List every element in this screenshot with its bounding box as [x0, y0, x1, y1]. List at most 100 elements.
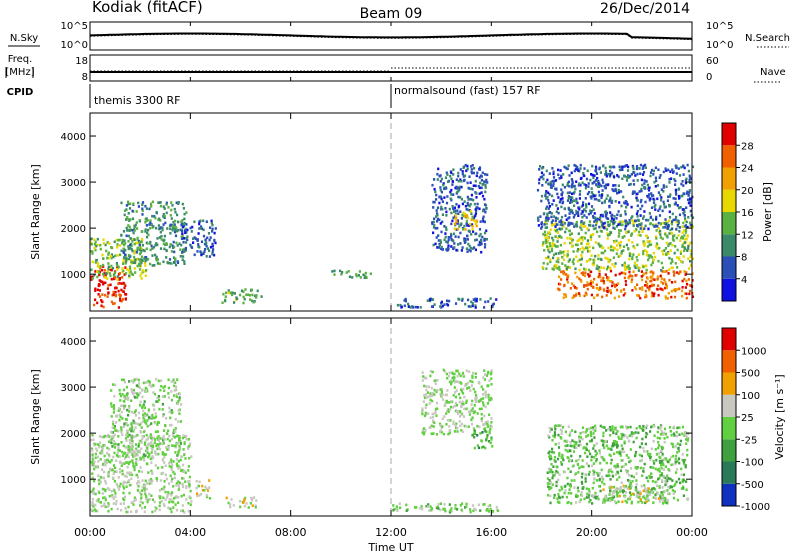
data-cell [470, 165, 473, 168]
data-cell [126, 431, 129, 435]
data-cell [156, 423, 159, 426]
data-cell [632, 222, 635, 226]
data-cell [178, 438, 181, 442]
data-cell [456, 426, 459, 430]
data-cell [448, 207, 451, 211]
data-cell [664, 167, 667, 170]
data-cell [638, 266, 641, 270]
nsky-tick-bottom: 10^0 [61, 40, 88, 51]
data-cell [222, 292, 225, 296]
data-cell [160, 487, 164, 491]
data-cell [94, 509, 97, 513]
data-cell [94, 442, 97, 446]
nsearch-tick-top: 10^5 [706, 21, 733, 32]
data-cell [614, 273, 617, 277]
data-cell [107, 291, 110, 294]
colorbar-segment [722, 212, 736, 235]
data-cell [614, 285, 617, 288]
data-cell [616, 451, 619, 454]
data-cell [644, 200, 647, 204]
data-cell [585, 205, 588, 209]
data-cell [138, 259, 141, 262]
data-cell [467, 298, 470, 302]
data-cell [551, 447, 554, 451]
data-cell [450, 177, 453, 181]
data-cell [605, 172, 608, 176]
data-cell [485, 178, 488, 182]
data-cell [92, 442, 95, 445]
data-cell [137, 484, 140, 488]
data-cell [206, 489, 210, 492]
data-cell [674, 197, 677, 201]
data-cell [560, 215, 564, 219]
data-cell [450, 232, 453, 236]
data-cell [459, 231, 462, 235]
data-cell [543, 230, 547, 234]
data-cell [687, 244, 690, 248]
data-cell [673, 434, 676, 437]
data-cell [586, 455, 589, 458]
data-cell [489, 427, 492, 431]
data-cell [185, 241, 188, 244]
data-cell [573, 184, 576, 188]
data-cell [590, 254, 593, 257]
data-cell [117, 407, 120, 410]
data-cell [615, 428, 618, 431]
data-cell [681, 453, 684, 456]
data-cell [118, 488, 121, 491]
data-cell [579, 498, 582, 502]
data-cell [548, 231, 551, 234]
data-cell [575, 200, 578, 203]
data-cell [117, 429, 120, 433]
data-cell [128, 406, 131, 410]
data-cell [123, 480, 126, 484]
data-cell [634, 174, 637, 177]
data-cell [124, 298, 127, 301]
data-cell [590, 434, 593, 438]
data-cell [613, 427, 616, 430]
data-cell [463, 237, 466, 240]
data-cell [116, 243, 119, 246]
data-cell [162, 452, 165, 455]
data-cell [609, 434, 612, 437]
data-cell [551, 242, 554, 245]
data-cell [174, 258, 177, 262]
data-cell [490, 371, 493, 375]
data-cell [624, 283, 628, 286]
data-cell [127, 218, 130, 221]
data-cell [118, 244, 121, 247]
data-cell [620, 250, 623, 253]
data-cell [685, 192, 688, 195]
data-cell [467, 208, 470, 212]
data-cell [117, 476, 120, 479]
data-cell [173, 207, 176, 211]
data-cell [211, 252, 214, 256]
data-cell [622, 195, 625, 199]
data-cell [673, 484, 676, 488]
data-cell [413, 506, 417, 509]
data-cell [103, 272, 106, 275]
data-cell [151, 247, 154, 250]
data-cell [595, 267, 598, 270]
data-cell [640, 466, 644, 470]
data-cell [688, 175, 692, 179]
data-cell [590, 270, 593, 274]
data-cell [140, 230, 143, 233]
data-cell [156, 430, 159, 433]
data-cell [144, 230, 147, 233]
data-cell [573, 169, 576, 173]
data-cell [209, 236, 212, 239]
data-cell [555, 187, 558, 191]
data-cell [130, 388, 133, 391]
data-cell [108, 272, 112, 275]
data-cell [590, 293, 593, 297]
data-cell [171, 228, 174, 232]
data-cell [173, 389, 176, 392]
data-cell [650, 168, 654, 172]
data-cell [183, 262, 186, 265]
data-cell [473, 215, 476, 219]
data-cell [561, 200, 565, 204]
data-cell [560, 461, 563, 464]
data-cell [609, 468, 612, 471]
data-cell [552, 172, 555, 176]
